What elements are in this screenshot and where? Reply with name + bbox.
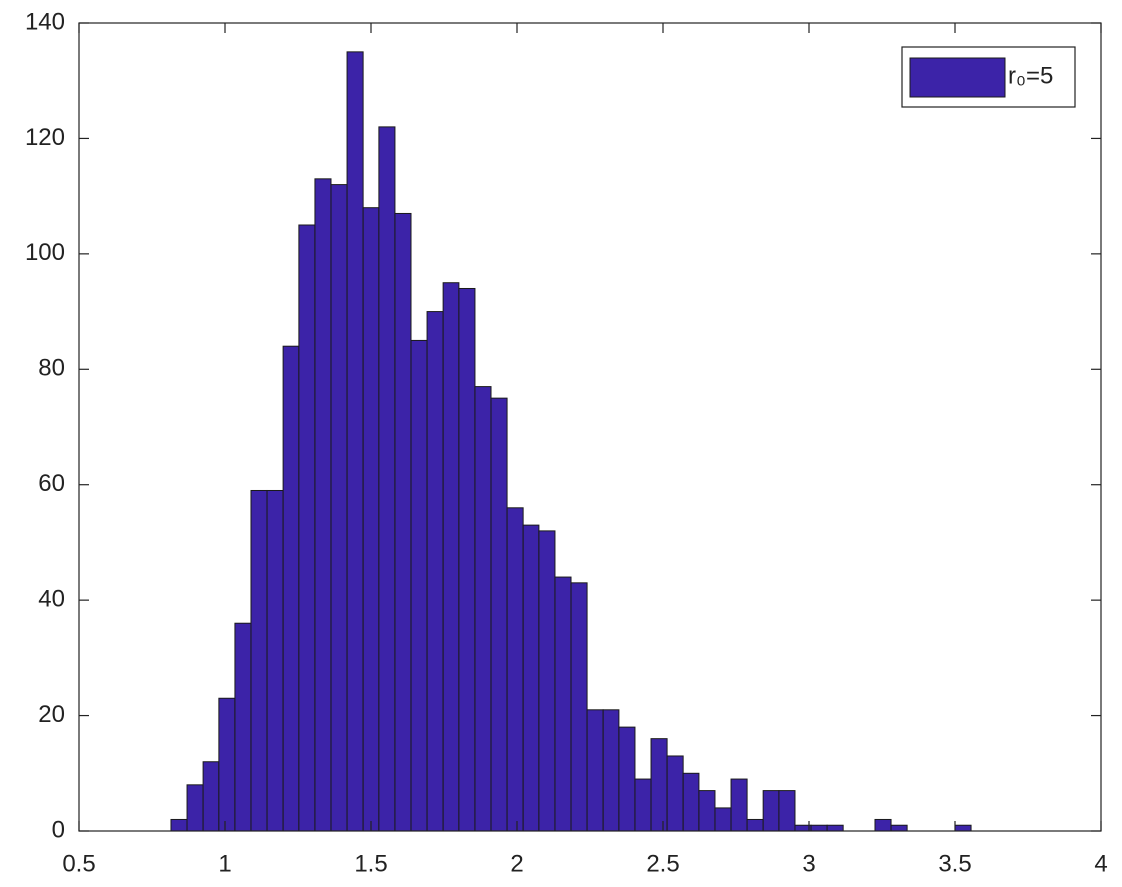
bar: [586, 709, 604, 832]
bar: [570, 582, 588, 832]
bar: [874, 818, 892, 832]
bar: [746, 818, 764, 832]
legend-label: r₀=5: [1008, 62, 1053, 89]
y-tick-label: 140: [25, 8, 65, 35]
bar: [650, 738, 668, 832]
bar: [410, 339, 428, 832]
bar: [314, 178, 332, 832]
bar: [634, 778, 652, 832]
x-tick-label: 2: [510, 850, 523, 877]
x-tick-label: 1.5: [354, 850, 387, 877]
bar: [170, 818, 188, 832]
bar: [714, 807, 732, 832]
bar: [330, 184, 348, 832]
bar: [826, 824, 844, 832]
x-tick-label: 1: [218, 850, 231, 877]
y-tick-label: 80: [38, 355, 65, 382]
bar: [602, 709, 620, 832]
bar: [234, 622, 252, 832]
bar: [458, 287, 476, 832]
bar: [394, 212, 412, 832]
bar: [426, 311, 444, 832]
bar: [954, 824, 972, 832]
y-tick-label: 60: [38, 470, 65, 497]
bar: [250, 489, 268, 832]
bar: [442, 282, 460, 832]
bar: [538, 530, 556, 832]
x-tick-label: 3: [802, 850, 815, 877]
x-tick-label: 3.5: [938, 850, 971, 877]
bar: [522, 524, 540, 832]
bar: [218, 697, 236, 832]
y-tick-label: 40: [38, 585, 65, 612]
bar: [490, 397, 508, 832]
bar: [810, 824, 828, 832]
bar: [666, 755, 684, 832]
bar: [202, 761, 220, 832]
y-tick-label: 120: [25, 124, 65, 151]
bar: [730, 778, 748, 832]
legend-swatch: [909, 57, 1006, 98]
bar: [474, 386, 492, 832]
bar: [506, 507, 524, 832]
bar: [618, 726, 636, 832]
bar: [554, 576, 572, 832]
y-tick-label: 0: [52, 816, 65, 843]
bar: [186, 784, 204, 832]
bar: [266, 489, 284, 832]
y-tick-label: 100: [25, 239, 65, 266]
plot-frame: [78, 22, 1102, 832]
x-tick-label: 4: [1094, 850, 1107, 877]
bar: [298, 224, 316, 832]
bar: [378, 126, 396, 832]
y-tick-label: 20: [38, 701, 65, 728]
bar: [698, 790, 716, 832]
x-tick-label: 0.5: [62, 850, 95, 877]
bar: [346, 51, 364, 832]
bar: [890, 824, 908, 832]
bar: [778, 790, 796, 832]
bar: [362, 207, 380, 832]
bar: [682, 772, 700, 832]
bar: [282, 345, 300, 832]
x-tick-label: 2.5: [646, 850, 679, 877]
bar: [762, 790, 780, 832]
